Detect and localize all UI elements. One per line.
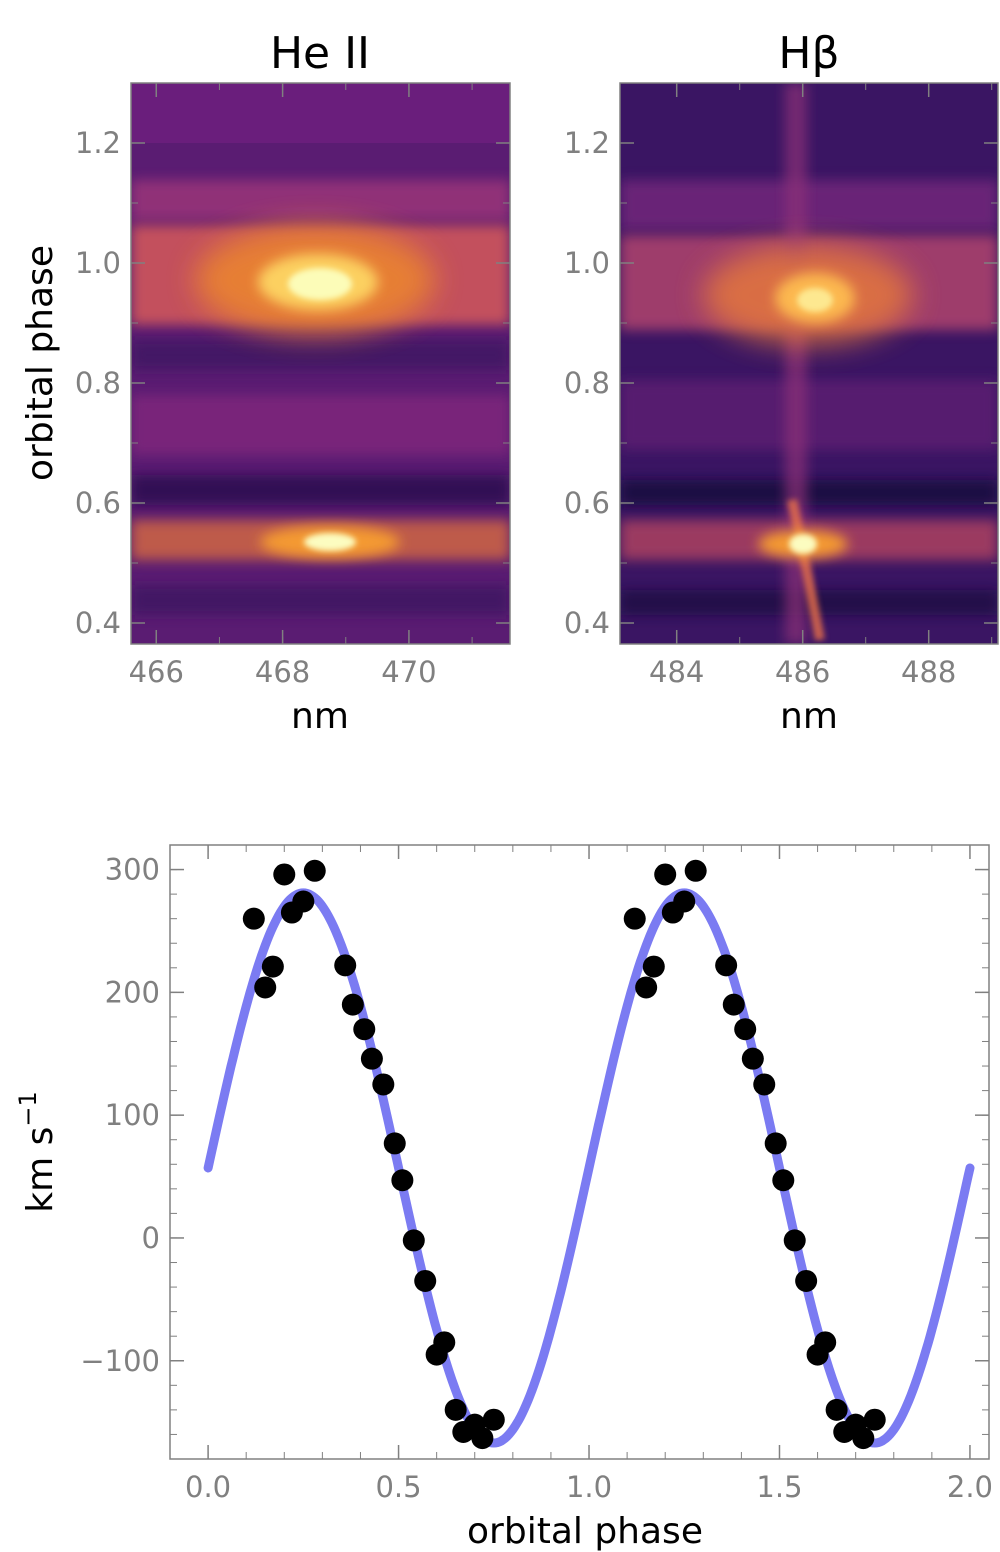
data-point [825,1398,848,1421]
x-tick-label: 484 [649,655,704,689]
y-tick-label: 0.8 [75,366,121,400]
h-beta-panel: Hβ 484 486 488 0.4 0.6 0.8 1.0 1.2 nm [564,28,999,737]
he-ii-ylabel: orbital phase [20,245,61,481]
y-tick-label: 0 [142,1221,160,1255]
y-tick-label: 0.4 [564,606,610,640]
data-point [852,1427,875,1450]
data-point [254,976,277,999]
he-ii-frame [130,82,511,645]
y-tick-label: 1.2 [564,126,610,160]
x-tick-label: 486 [775,655,830,689]
x-tick-label: 466 [129,655,184,689]
velocity-ylabel-sup: −1 [14,1091,42,1126]
data-point [753,1073,776,1096]
he-ii-panel: He II 466 468 470 0.4 0.6 0.8 1.0 1.2 nm orbita… [20,28,511,737]
velocity-xlabel: orbital phase [467,1511,703,1552]
y-tick-label: −100 [80,1344,160,1378]
sinusoid-fit-line [203,888,975,1448]
y-tick-label: 0.6 [75,486,121,520]
data-point [635,976,658,999]
velocity-ylabel-main: km s [20,1127,61,1213]
data-point [482,1408,505,1431]
h-beta-frame [619,82,999,645]
data-point [341,993,364,1016]
y-tick-label: 100 [105,1098,160,1132]
data-point [642,955,665,978]
data-point [444,1398,467,1421]
data-point [433,1331,456,1354]
y-tick-label: 0.6 [564,486,610,520]
he-ii-title: He II [270,28,370,79]
data-point [783,1229,806,1252]
data-point [261,955,284,978]
x-tick-label: 1.0 [566,1470,612,1504]
data-point [623,907,646,930]
data-point [402,1229,425,1252]
x-tick-label: 0.0 [185,1470,231,1504]
data-point [722,993,745,1016]
data-point [334,954,357,977]
y-tick-label: 1.0 [564,246,610,280]
data-point [734,1018,757,1041]
data-point [353,1018,376,1041]
x-tick-label: 470 [381,655,436,689]
y-tick-label: 300 [105,853,160,887]
x-tick-label: 0.5 [375,1470,421,1504]
data-point [741,1047,764,1070]
data-point [795,1269,818,1292]
data-point [292,890,315,913]
x-tick-label: 2.0 [947,1470,993,1504]
data-point [471,1427,494,1450]
data-point [303,859,326,882]
x-tick-label: 468 [255,655,310,689]
he-ii-heatmap [131,83,510,644]
velocity-frame [169,844,990,1460]
data-point [372,1073,395,1096]
data-point [715,954,738,977]
data-point [673,890,696,913]
y-tick-label: 1.0 [75,246,121,280]
h-beta-title: Hβ [778,28,839,79]
x-tick-label: 1.5 [756,1470,802,1504]
y-tick-label: 0.8 [564,366,610,400]
he-ii-xlabel: nm [291,696,349,737]
data-point [764,1132,787,1155]
data-point [684,859,707,882]
velocity-panel: 0.0 0.5 1.0 1.5 2.0 −100 0 100 200 300 orbital ph… [14,844,993,1552]
data-point [242,907,265,930]
data-point [654,863,677,886]
data-point [391,1169,414,1192]
y-tick-label: 0.4 [75,606,121,640]
h-beta-xlabel: nm [780,696,838,737]
x-tick-label: 488 [901,655,956,689]
data-point [814,1331,837,1354]
data-point [772,1169,795,1192]
h-beta-heatmap [620,83,998,644]
data-point [273,863,296,886]
velocity-ylabel: km s−1 [14,1091,61,1213]
y-tick-label: 1.2 [75,126,121,160]
data-point [383,1132,406,1155]
data-point [360,1047,383,1070]
data-point [863,1408,886,1431]
data-point [414,1269,437,1292]
y-tick-label: 200 [105,975,160,1009]
